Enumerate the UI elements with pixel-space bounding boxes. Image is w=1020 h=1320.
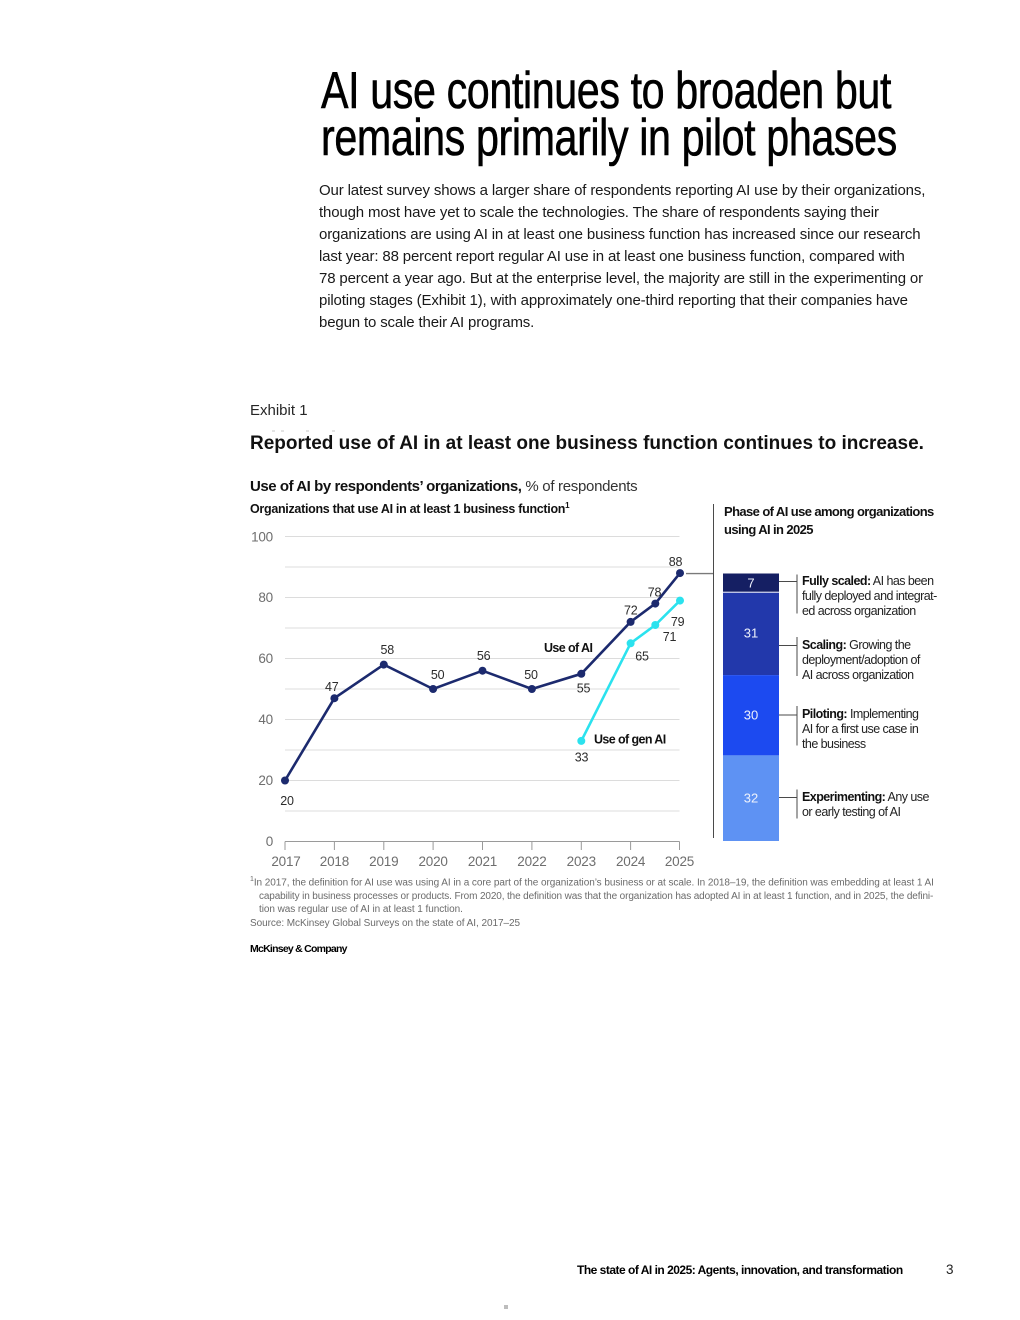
svg-text:79: 79 bbox=[671, 615, 685, 629]
svg-text:40: 40 bbox=[258, 712, 273, 727]
svg-text:2020: 2020 bbox=[418, 854, 447, 869]
svg-text:55: 55 bbox=[577, 682, 591, 696]
svg-text:60: 60 bbox=[258, 651, 273, 666]
svg-text:56: 56 bbox=[477, 649, 491, 663]
svg-text:0: 0 bbox=[266, 834, 273, 849]
svg-text:30: 30 bbox=[744, 708, 758, 723]
svg-text:50: 50 bbox=[431, 668, 445, 682]
svg-text:88: 88 bbox=[669, 555, 683, 569]
svg-text:80: 80 bbox=[258, 590, 273, 605]
svg-text:20: 20 bbox=[258, 773, 273, 788]
svg-text:50: 50 bbox=[524, 668, 538, 682]
svg-text:65: 65 bbox=[635, 650, 649, 664]
svg-text:72: 72 bbox=[624, 604, 638, 618]
svg-text:2022: 2022 bbox=[517, 854, 546, 869]
svg-text:2024: 2024 bbox=[616, 854, 646, 869]
svg-text:100: 100 bbox=[251, 530, 273, 545]
svg-text:31: 31 bbox=[744, 626, 758, 641]
svg-text:33: 33 bbox=[575, 751, 589, 765]
svg-text:Use of AI: Use of AI bbox=[544, 641, 592, 655]
svg-text:20: 20 bbox=[280, 794, 294, 808]
svg-text:71: 71 bbox=[663, 630, 677, 644]
svg-text:2025: 2025 bbox=[665, 854, 694, 869]
svg-text:2018: 2018 bbox=[320, 854, 349, 869]
svg-text:Use of gen AI: Use of gen AI bbox=[594, 733, 666, 747]
svg-text:2023: 2023 bbox=[567, 854, 596, 869]
svg-text:7: 7 bbox=[747, 576, 754, 591]
svg-text:2019: 2019 bbox=[369, 854, 398, 869]
svg-text:2021: 2021 bbox=[468, 854, 497, 869]
svg-text:47: 47 bbox=[325, 680, 339, 694]
svg-text:2017: 2017 bbox=[271, 854, 300, 869]
svg-text:58: 58 bbox=[381, 643, 395, 657]
svg-text:32: 32 bbox=[744, 791, 758, 806]
svg-text:78: 78 bbox=[648, 586, 662, 600]
